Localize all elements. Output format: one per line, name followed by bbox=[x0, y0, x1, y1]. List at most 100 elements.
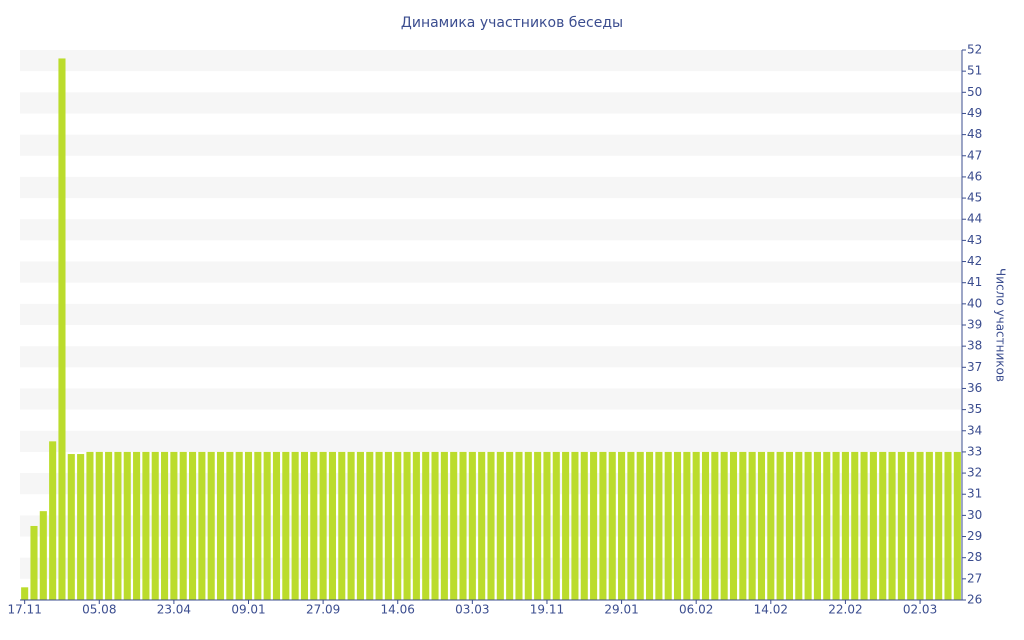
y-tick-label: 52 bbox=[967, 43, 982, 57]
x-tick-label: 23.04 bbox=[157, 603, 191, 617]
bar bbox=[114, 451, 122, 600]
bar bbox=[338, 451, 346, 600]
y-tick-label: 47 bbox=[967, 148, 982, 162]
grid-band bbox=[20, 261, 962, 283]
y-tick-label: 41 bbox=[967, 275, 982, 289]
x-tick-label: 17.11 bbox=[7, 603, 41, 617]
bar bbox=[935, 451, 943, 600]
grid-band bbox=[20, 176, 962, 199]
bar bbox=[841, 451, 849, 600]
bar bbox=[282, 451, 290, 600]
bar bbox=[869, 451, 877, 600]
y-tick-label: 31 bbox=[967, 487, 982, 501]
bar bbox=[897, 451, 905, 600]
bar bbox=[198, 451, 206, 600]
x-tick-label: 02.03 bbox=[903, 603, 937, 617]
bar bbox=[412, 451, 420, 600]
bar bbox=[720, 451, 728, 600]
bar bbox=[832, 451, 840, 600]
bar bbox=[450, 451, 458, 600]
bar bbox=[813, 451, 821, 600]
bar bbox=[785, 451, 793, 600]
y-tick-label: 43 bbox=[967, 233, 982, 247]
y-tick-label: 32 bbox=[967, 466, 982, 480]
bar bbox=[823, 451, 831, 600]
grid-band bbox=[20, 50, 962, 72]
bar bbox=[655, 451, 663, 600]
bar bbox=[729, 451, 738, 600]
bar bbox=[543, 451, 551, 600]
grid-band bbox=[20, 134, 962, 156]
bar bbox=[291, 451, 299, 600]
bar bbox=[590, 451, 598, 600]
bar bbox=[851, 451, 859, 600]
bar bbox=[403, 451, 411, 600]
bar bbox=[263, 451, 271, 600]
bar bbox=[627, 451, 635, 600]
y-tick-label: 49 bbox=[967, 106, 982, 120]
y-tick-label: 29 bbox=[967, 529, 982, 543]
bar bbox=[254, 451, 262, 600]
bar bbox=[123, 451, 131, 600]
y-tick-label: 35 bbox=[967, 402, 982, 416]
bar bbox=[692, 451, 700, 600]
bar bbox=[77, 454, 85, 600]
x-tick-label: 06.02 bbox=[679, 603, 713, 617]
x-tick-label: 14.06 bbox=[381, 603, 415, 617]
bar bbox=[552, 451, 560, 600]
y-tick-label: 36 bbox=[967, 381, 982, 395]
bar bbox=[272, 451, 281, 600]
bar bbox=[422, 451, 430, 600]
bar bbox=[216, 451, 225, 600]
bar bbox=[161, 451, 169, 600]
bar bbox=[916, 451, 924, 600]
bar bbox=[953, 451, 961, 600]
x-tick-label: 09.01 bbox=[231, 603, 265, 617]
bar bbox=[310, 451, 318, 600]
grid-band bbox=[20, 388, 962, 410]
bar bbox=[562, 451, 570, 600]
x-tick-label: 05.08 bbox=[82, 603, 116, 617]
bar bbox=[394, 451, 402, 600]
y-tick-label: 26 bbox=[967, 593, 982, 607]
x-tick-label: 22.02 bbox=[828, 603, 862, 617]
bar bbox=[58, 58, 66, 600]
bar bbox=[636, 451, 644, 600]
bar bbox=[618, 451, 626, 600]
bar bbox=[189, 451, 197, 600]
y-tick-label: 39 bbox=[967, 318, 982, 332]
bar bbox=[226, 451, 234, 600]
grid-band bbox=[20, 303, 962, 325]
bar bbox=[757, 451, 766, 600]
bar bbox=[431, 451, 439, 600]
bar bbox=[795, 451, 803, 600]
bar bbox=[580, 451, 588, 600]
bar bbox=[235, 451, 243, 600]
y-tick-label: 28 bbox=[967, 550, 982, 564]
y-tick-label: 37 bbox=[967, 360, 982, 374]
y-tick-label: 38 bbox=[967, 339, 982, 353]
bar bbox=[375, 451, 383, 600]
bar bbox=[384, 451, 392, 600]
bar bbox=[244, 451, 253, 600]
bar bbox=[888, 451, 896, 600]
bar bbox=[459, 451, 467, 600]
y-axis-label: Число участников bbox=[994, 268, 1008, 382]
bar bbox=[701, 451, 710, 600]
bar bbox=[925, 451, 933, 600]
bar bbox=[804, 451, 812, 600]
bar bbox=[646, 451, 654, 600]
bar bbox=[468, 451, 476, 600]
y-tick-label: 40 bbox=[967, 296, 982, 310]
chart-title: Динамика участников беседы bbox=[401, 15, 623, 31]
bar bbox=[739, 451, 747, 600]
x-tick-label: 19.11 bbox=[530, 603, 564, 617]
y-tick-label: 50 bbox=[967, 85, 982, 99]
bar bbox=[599, 451, 607, 600]
bar bbox=[879, 451, 887, 600]
bar bbox=[748, 451, 756, 600]
grid-band bbox=[20, 430, 962, 452]
bar bbox=[170, 451, 178, 600]
x-tick-label: 29.01 bbox=[604, 603, 638, 617]
